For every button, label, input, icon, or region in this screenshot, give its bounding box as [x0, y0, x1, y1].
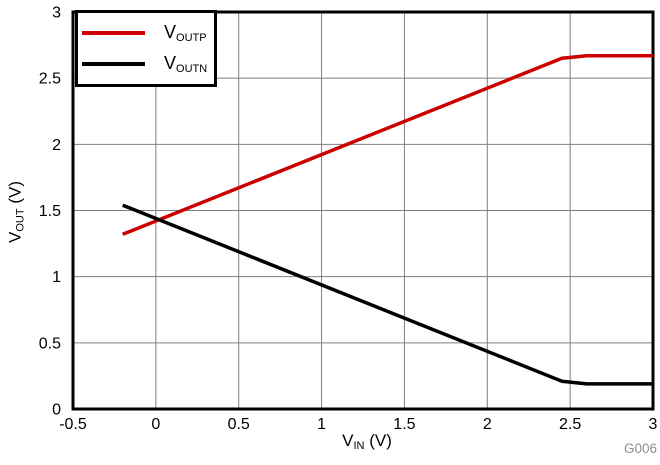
- svg-text:1.5: 1.5: [39, 203, 61, 220]
- legend-item-voutp: VOUTP: [78, 22, 214, 44]
- svg-text:2.5: 2.5: [39, 71, 61, 88]
- svg-text:1.5: 1.5: [393, 416, 415, 433]
- svg-text:-0.5: -0.5: [59, 416, 87, 433]
- legend-label-voutp: VOUTP: [164, 21, 207, 45]
- svg-text:2.5: 2.5: [559, 416, 581, 433]
- x-axis-title: VIN (V): [342, 431, 392, 453]
- svg-text:2: 2: [52, 137, 61, 154]
- svg-text:3: 3: [649, 416, 658, 433]
- svg-text:0: 0: [52, 402, 61, 419]
- legend: VOUTP VOUTN: [75, 10, 217, 87]
- svg-text:0.5: 0.5: [228, 416, 250, 433]
- figure-code: G006: [623, 441, 657, 456]
- voutp-line-sample: [82, 30, 145, 35]
- voutn-line-sample: [82, 61, 145, 66]
- legend-item-voutn: VOUTN: [78, 53, 214, 75]
- y-axis-title: VOUT (V): [5, 181, 27, 243]
- svg-text:1: 1: [317, 416, 326, 433]
- svg-text:0: 0: [151, 416, 160, 433]
- svg-text:3: 3: [52, 5, 61, 22]
- svg-text:0.5: 0.5: [39, 335, 61, 352]
- svg-text:1: 1: [52, 269, 61, 286]
- legend-label-voutn: VOUTN: [164, 52, 208, 76]
- svg-text:2: 2: [483, 416, 492, 433]
